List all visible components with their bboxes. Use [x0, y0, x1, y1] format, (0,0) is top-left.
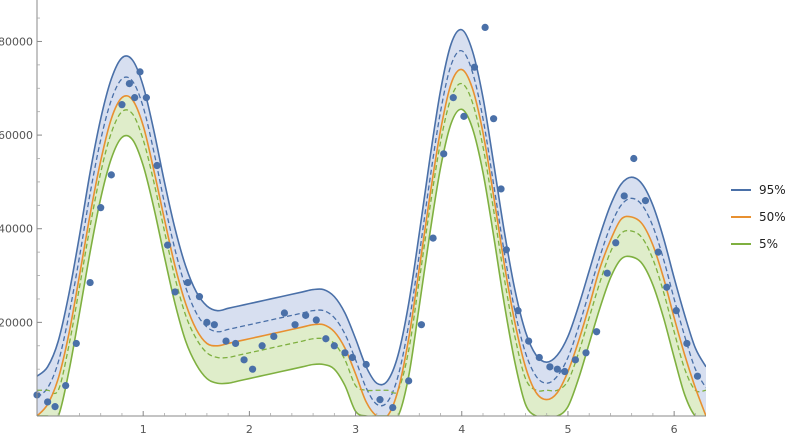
data-point: [449, 94, 457, 102]
data-point: [270, 332, 278, 341]
x-tick-label: 6: [671, 423, 678, 436]
data-point: [693, 372, 702, 380]
data-point: [136, 68, 144, 76]
data-point: [502, 246, 510, 254]
data-point: [663, 283, 671, 291]
series-line-95pct: [37, 28, 706, 386]
data-point: [302, 311, 310, 319]
data-point: [497, 185, 505, 193]
data-point: [164, 241, 172, 249]
data-point: [561, 367, 569, 376]
data-point: [481, 23, 489, 32]
data-point: [280, 309, 289, 317]
data-point: [654, 248, 662, 256]
data-point: [322, 335, 330, 343]
data-point: [248, 365, 257, 373]
data-point: [171, 288, 179, 296]
dashed-line-lower: [37, 82, 706, 395]
data-point: [571, 356, 579, 364]
y-tick-label: 40000: [0, 223, 33, 236]
data-point: [62, 381, 70, 390]
data-point: [240, 356, 248, 364]
data-point: [490, 115, 498, 123]
data-point: [470, 63, 479, 71]
data-point: [142, 94, 150, 102]
data-point: [362, 360, 370, 369]
data-point: [118, 101, 126, 109]
data-point: [153, 161, 161, 170]
data-point: [641, 197, 650, 205]
x-tick-label: 5: [564, 423, 571, 436]
data-point: [553, 365, 561, 373]
data-point: [184, 278, 192, 287]
y-tick-label: 20000: [0, 316, 33, 329]
data-point: [348, 353, 356, 362]
data-points: [33, 23, 702, 412]
data-point: [125, 79, 133, 88]
data-point: [405, 377, 413, 385]
data-point: [291, 321, 299, 329]
data-point: [330, 342, 338, 350]
x-tick-label: 3: [352, 423, 359, 436]
data-point: [535, 353, 543, 362]
uncertainty-bands: [37, 29, 706, 416]
data-point: [312, 316, 320, 324]
data-point: [258, 342, 266, 350]
legend: 95% 50% 5%: [731, 183, 786, 251]
data-point: [195, 293, 204, 301]
x-tick-label: 2: [246, 423, 253, 436]
series-line-5pct: [37, 108, 706, 416]
data-point: [86, 278, 94, 287]
data-point: [376, 396, 384, 404]
data-point: [107, 171, 115, 179]
data-point: [683, 339, 691, 348]
data-point: [440, 150, 448, 158]
data-point: [44, 398, 52, 406]
data-point: [630, 154, 638, 163]
data-point: [603, 269, 611, 277]
data-point: [131, 94, 139, 102]
data-point: [210, 321, 218, 329]
dashed-line-upper: [37, 50, 706, 407]
data-point: [97, 204, 105, 212]
data-point: [612, 239, 620, 247]
x-tick-label: 1: [140, 423, 147, 436]
data-point: [341, 349, 349, 357]
series-lines: [37, 28, 706, 416]
y-tick-label: 60000: [0, 129, 33, 142]
band-upper: [37, 29, 706, 416]
data-point: [222, 337, 230, 345]
legend-label-50pct: 50%: [759, 210, 786, 224]
data-point: [620, 192, 628, 200]
data-point: [514, 307, 522, 315]
data-point: [417, 321, 426, 329]
data-point: [51, 403, 59, 411]
series-line-50pct: [37, 68, 706, 416]
data-point: [203, 318, 211, 326]
data-point: [429, 234, 437, 242]
data-point: [582, 349, 590, 357]
data-point: [231, 339, 240, 348]
data-point: [72, 339, 80, 348]
x-tick-label: 4: [458, 423, 465, 436]
axes: 1 2 3 4 5 6 20000 40000 60000 80000: [0, 0, 706, 436]
data-point: [672, 307, 680, 315]
data-point: [546, 363, 554, 371]
y-tick-label: 80000: [0, 35, 33, 48]
data-point: [460, 112, 468, 120]
legend-label-95pct: 95%: [759, 183, 786, 197]
data-point: [525, 337, 533, 345]
data-point: [389, 403, 397, 412]
data-point: [593, 328, 601, 336]
legend-label-5pct: 5%: [759, 237, 778, 251]
